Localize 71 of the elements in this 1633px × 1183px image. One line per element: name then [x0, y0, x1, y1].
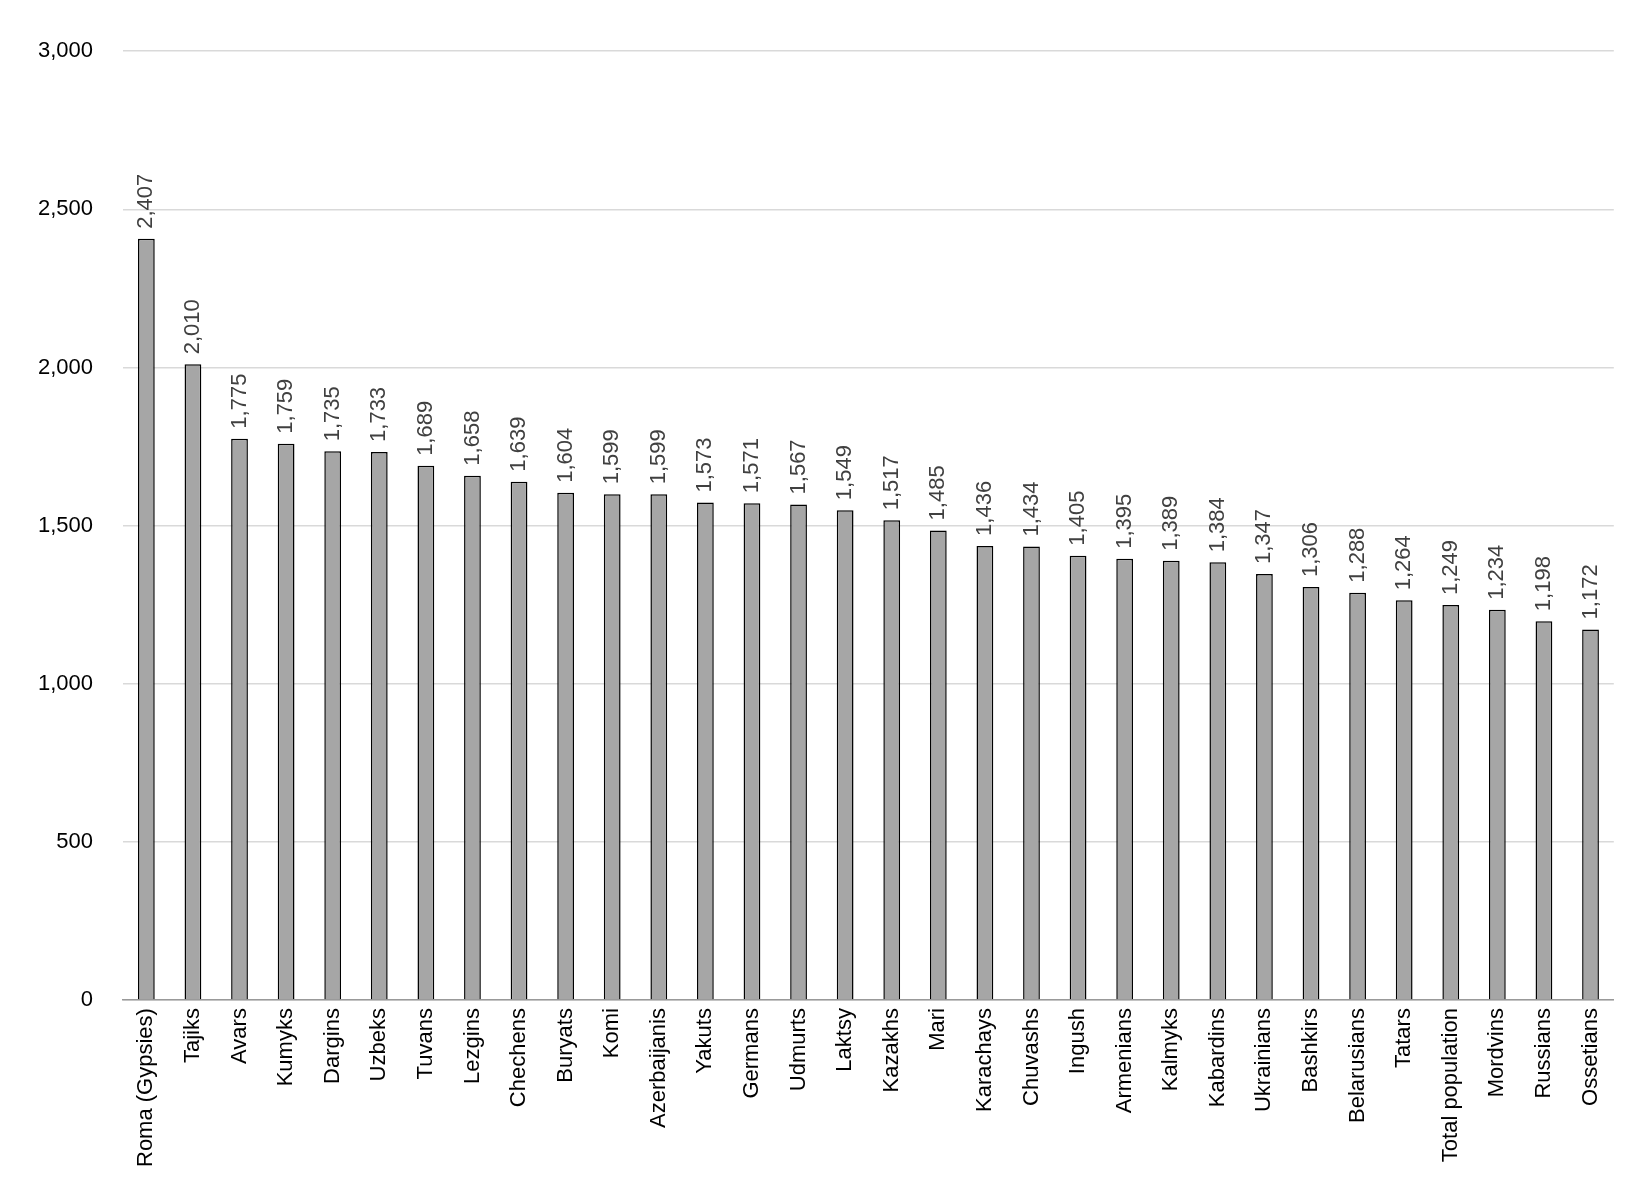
data-label: 1,347	[1250, 508, 1276, 565]
x-tick-label: Laktsy	[831, 1008, 857, 1072]
x-tick-label: Ingush	[1064, 1008, 1090, 1075]
x-tick-label: Azerbaijanis	[644, 1008, 670, 1128]
data-label: 1,485	[924, 465, 950, 521]
data-label: 1,604	[551, 427, 577, 483]
y-tick-label: 1,500	[37, 511, 94, 537]
y-tick-label: 3,000	[37, 37, 94, 63]
data-label: 1,172	[1576, 564, 1602, 620]
data-label: 1,735	[318, 386, 344, 442]
x-tick-label: Udmurts	[784, 1008, 810, 1092]
x-tick-label: Germans	[738, 1008, 764, 1099]
x-tick-label: Tajiks	[179, 1008, 204, 1064]
data-label: 1,405	[1064, 490, 1090, 546]
x-tick-label: Lezgins	[458, 1008, 484, 1084]
x-tick-label: Kabardins	[1203, 1008, 1229, 1108]
x-tick-label: Uzbeks	[365, 1008, 391, 1082]
data-label: 1,389	[1157, 495, 1183, 551]
x-tick-label: Ossetians	[1576, 1008, 1602, 1106]
x-tick-label: Yakuts	[691, 1008, 717, 1074]
y-tick-label: 2,000	[37, 353, 94, 379]
x-tick-label: Kazakhs	[877, 1008, 903, 1093]
data-label: 1,384	[1203, 497, 1229, 553]
x-tick-label: Ukrainians	[1250, 1008, 1276, 1113]
data-label: 1,264	[1390, 535, 1416, 591]
data-label: 1,599	[598, 429, 624, 485]
data-label: 1,658	[458, 410, 484, 466]
data-label: 1,234	[1483, 544, 1509, 600]
y-tick-label: 500	[56, 828, 94, 853]
x-tick-label: Komi	[598, 1008, 624, 1059]
data-label: 1,517	[877, 455, 903, 511]
data-label: 1,288	[1343, 527, 1369, 583]
x-tick-label: Kalmyks	[1157, 1008, 1183, 1092]
x-tick-label: Buryats	[551, 1008, 577, 1083]
data-label: 1,306	[1297, 521, 1323, 577]
data-label: 1,733	[365, 386, 391, 442]
data-label: 1,395	[1110, 493, 1136, 549]
data-label: 1,639	[505, 416, 531, 472]
data-label: 2,407	[132, 173, 158, 229]
x-tick-label: Bashkirs	[1297, 1008, 1323, 1093]
x-tick-label: Kumyks	[272, 1008, 298, 1087]
x-tick-label: Armenians	[1110, 1008, 1136, 1114]
data-label: 1,759	[272, 378, 298, 434]
x-tick-label: Karachays	[970, 1008, 996, 1113]
data-label: 1,198	[1530, 556, 1555, 612]
data-label: 1,599	[644, 429, 670, 485]
x-tick-label: Tatars	[1390, 1008, 1416, 1068]
y-tick-label: 1,000	[37, 669, 94, 695]
x-tick-label: Roma (Gypsies)	[132, 1008, 158, 1167]
x-tick-label: Chuvashs	[1017, 1008, 1043, 1106]
data-label: 1,249	[1436, 539, 1462, 596]
x-tick-label: Belarusians	[1343, 1008, 1369, 1124]
data-label: 1,689	[411, 400, 437, 456]
x-tick-label: Tuvans	[411, 1008, 437, 1080]
x-tick-label: Russians	[1530, 1008, 1555, 1099]
data-label: 1,775	[225, 373, 251, 429]
data-label: 1,434	[1017, 481, 1043, 537]
y-tick-label: 0	[80, 986, 94, 1012]
y-tick-label: 2,500	[37, 195, 94, 221]
data-label: 1,549	[831, 445, 857, 501]
x-tick-label: Chechens	[505, 1008, 531, 1108]
data-label: 1,571	[738, 438, 764, 494]
data-label: 1,573	[691, 437, 717, 493]
data-label: 2,010	[179, 299, 204, 355]
data-label: 1,567	[784, 439, 810, 495]
x-tick-label: Mordvins	[1483, 1008, 1509, 1098]
x-tick-label: Avars	[225, 1008, 251, 1064]
x-tick-label: Total population	[1436, 1008, 1462, 1163]
data-label: 1,436	[970, 480, 996, 536]
x-tick-label: Dargins	[318, 1008, 344, 1084]
x-tick-label: Mari	[924, 1008, 950, 1051]
